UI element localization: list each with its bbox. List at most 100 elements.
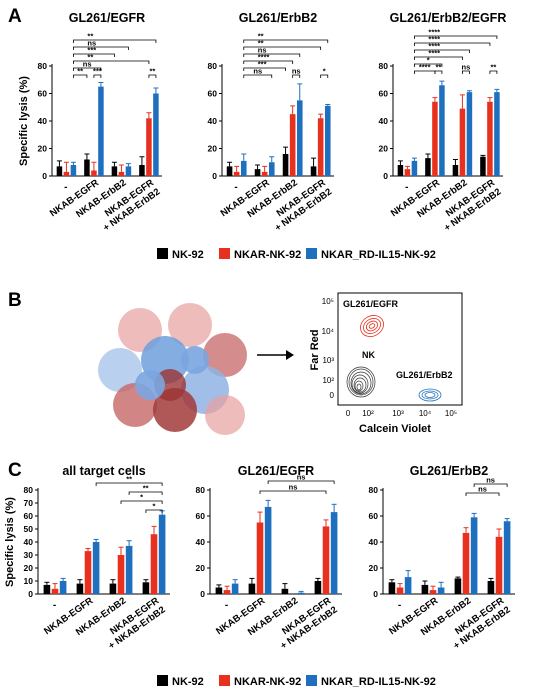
y-tick-label: 20: [38, 144, 48, 154]
bar: [92, 542, 100, 594]
bar-chart: GL261/ErbB2020406080-NKAB-EGFRNKAB-ErbB2…: [369, 464, 515, 652]
bar: [256, 522, 264, 594]
cell: [98, 348, 142, 392]
bar: [158, 514, 166, 594]
significance-label: ****: [258, 53, 270, 62]
flow-population-egfr: [360, 315, 384, 337]
significance-label: ns: [478, 485, 487, 494]
y-tick-label: 0: [28, 589, 33, 599]
panel-letter-c: C: [8, 460, 22, 481]
bar: [459, 108, 466, 176]
y-tick-label: 40: [38, 116, 48, 126]
bar: [231, 583, 239, 594]
y-tick-label: 40: [196, 537, 206, 547]
bar: [226, 166, 233, 176]
bar-chart: GL261/ErbB2020406080-NKAB-EGFRNKAB-ErbB2…: [208, 11, 334, 234]
bar: [494, 92, 500, 176]
significance-bracket: [120, 500, 163, 504]
significance-bracket: [489, 70, 498, 74]
significance-label: **: [87, 32, 93, 41]
significance-bracket: [148, 74, 157, 78]
significance-bracket: [243, 67, 286, 71]
significance-label: **: [258, 39, 264, 48]
significance-bracket: [73, 74, 88, 78]
significance-label: ns: [83, 60, 92, 69]
bar: [495, 536, 503, 594]
legend-swatch-nkar-rd: [306, 248, 317, 259]
y-tick-label: 0: [373, 589, 378, 599]
bar-charts: GL261/EGFR 0 20 40 60 80 Specific lysis (%) - NK…: [4, 11, 515, 652]
bar: [330, 512, 338, 594]
significance-label: **: [150, 67, 156, 76]
bar: [51, 588, 59, 594]
y-tick-label: 80: [369, 485, 379, 495]
bar: [118, 171, 125, 176]
y-tick-label: 0: [200, 589, 205, 599]
flow-y-tick: 10³: [322, 356, 334, 365]
legend-a: NK-92 NKAR-NK-92 NKAR_RD-IL15-NK-92: [157, 248, 436, 261]
legend-swatch-nk92: [157, 248, 168, 259]
significance-label: ns: [486, 476, 495, 485]
significance-bracket: [473, 483, 508, 487]
x-tick-label: -: [398, 600, 401, 611]
bar: [59, 581, 67, 594]
flow-x-ticks: 0 10² 10³ 10⁴ 10⁵: [346, 409, 457, 418]
bar-chart: GL261/ErbB2/EGFR020406080-NKAB-EGFRNKAB-…: [379, 11, 507, 234]
legend-label: NK-92: [172, 249, 204, 261]
significance-bracket: [414, 49, 470, 53]
bar: [153, 93, 159, 176]
bar: [261, 171, 268, 176]
significance-bracket: [259, 490, 327, 494]
significance-label: **: [77, 67, 83, 76]
bar: [296, 100, 303, 176]
cell: [205, 395, 245, 435]
bar: [322, 526, 330, 594]
significance-bracket: [462, 70, 470, 74]
significance-label: *: [323, 67, 326, 76]
y-tick-label: 80: [208, 61, 218, 71]
bar: [454, 578, 462, 594]
significance-bracket: [434, 70, 443, 74]
bar: [466, 92, 473, 176]
cell: [135, 370, 165, 400]
chart-title: GL261/ErbB2: [410, 464, 489, 478]
flow-x-label: Calcein Violet: [359, 423, 431, 435]
significance-bracket: [414, 63, 443, 67]
y-tick-label: 60: [379, 89, 389, 99]
significance-label: ns: [462, 63, 471, 72]
bar: [125, 166, 132, 176]
chart-title: all target cells: [62, 464, 145, 478]
significance-bracket: [73, 53, 115, 57]
legend-swatch-nkar: [219, 675, 230, 686]
y-tick-label: 80: [196, 485, 206, 495]
bar: [248, 583, 256, 594]
x-tick-label: NKAB-EGFR+ NKAB-ErbB2: [95, 177, 162, 233]
significance-bracket: [243, 53, 301, 57]
y-tick-label: 0: [383, 171, 388, 181]
y-tick-label: 40: [24, 537, 34, 547]
cell-cluster-illustration: [98, 303, 247, 435]
flow-y-tick: 0: [330, 391, 335, 400]
significance-bracket: [73, 67, 102, 71]
bar: [240, 160, 247, 176]
flow-x-tick: 10⁴: [419, 409, 432, 418]
flow-y-tick: 10⁵: [322, 297, 334, 306]
x-tick-label: -: [53, 600, 56, 611]
significance-bracket: [243, 46, 322, 50]
bar: [215, 587, 223, 594]
chart-title: GL261/ErbB2: [239, 11, 318, 25]
flow-population-erbb2: [418, 388, 442, 402]
bar: [223, 590, 231, 594]
significance-bracket: [145, 509, 163, 513]
y-tick-label: 60: [369, 511, 379, 521]
bar: [150, 534, 158, 594]
significance-label: ***: [93, 67, 102, 76]
x-tick-label: -: [64, 182, 67, 193]
y-tick-label: 40: [369, 537, 379, 547]
x-tick-label: -: [234, 182, 237, 193]
bar: [289, 114, 296, 176]
bar: [56, 166, 63, 176]
significance-label: ****: [428, 28, 440, 37]
bar: [282, 154, 289, 176]
legend-swatch-nk92: [157, 675, 168, 686]
